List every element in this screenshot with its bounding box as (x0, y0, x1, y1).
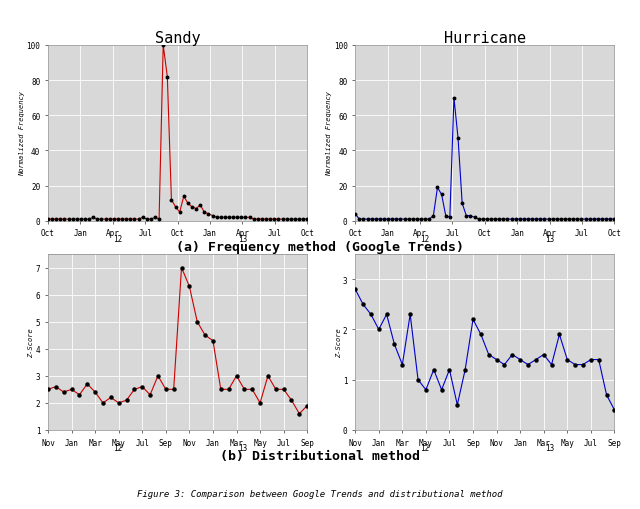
Text: Figure 3: Comparison between Google Trends and distributional method: Figure 3: Comparison between Google Tren… (137, 489, 503, 498)
Text: (b) Distributional method: (b) Distributional method (220, 449, 420, 462)
Y-axis label: Normalized Frequency: Normalized Frequency (19, 91, 25, 176)
Title: Sandy: Sandy (155, 31, 200, 46)
Title: Hurricane: Hurricane (444, 31, 526, 46)
Text: 13: 13 (545, 443, 554, 453)
Y-axis label: Normalized Frequency: Normalized Frequency (326, 91, 332, 176)
Y-axis label: Z-Score: Z-Score (28, 327, 35, 357)
Text: 13: 13 (545, 235, 554, 244)
Text: 12: 12 (113, 443, 123, 453)
Text: 12: 12 (420, 235, 430, 244)
Text: (a) Frequency method (Google Trends): (a) Frequency method (Google Trends) (176, 240, 464, 253)
Text: 12: 12 (113, 235, 123, 244)
Text: 13: 13 (238, 235, 247, 244)
Text: 12: 12 (420, 443, 430, 453)
Text: 13: 13 (238, 443, 247, 453)
Y-axis label: Z-Score: Z-Score (335, 327, 342, 357)
